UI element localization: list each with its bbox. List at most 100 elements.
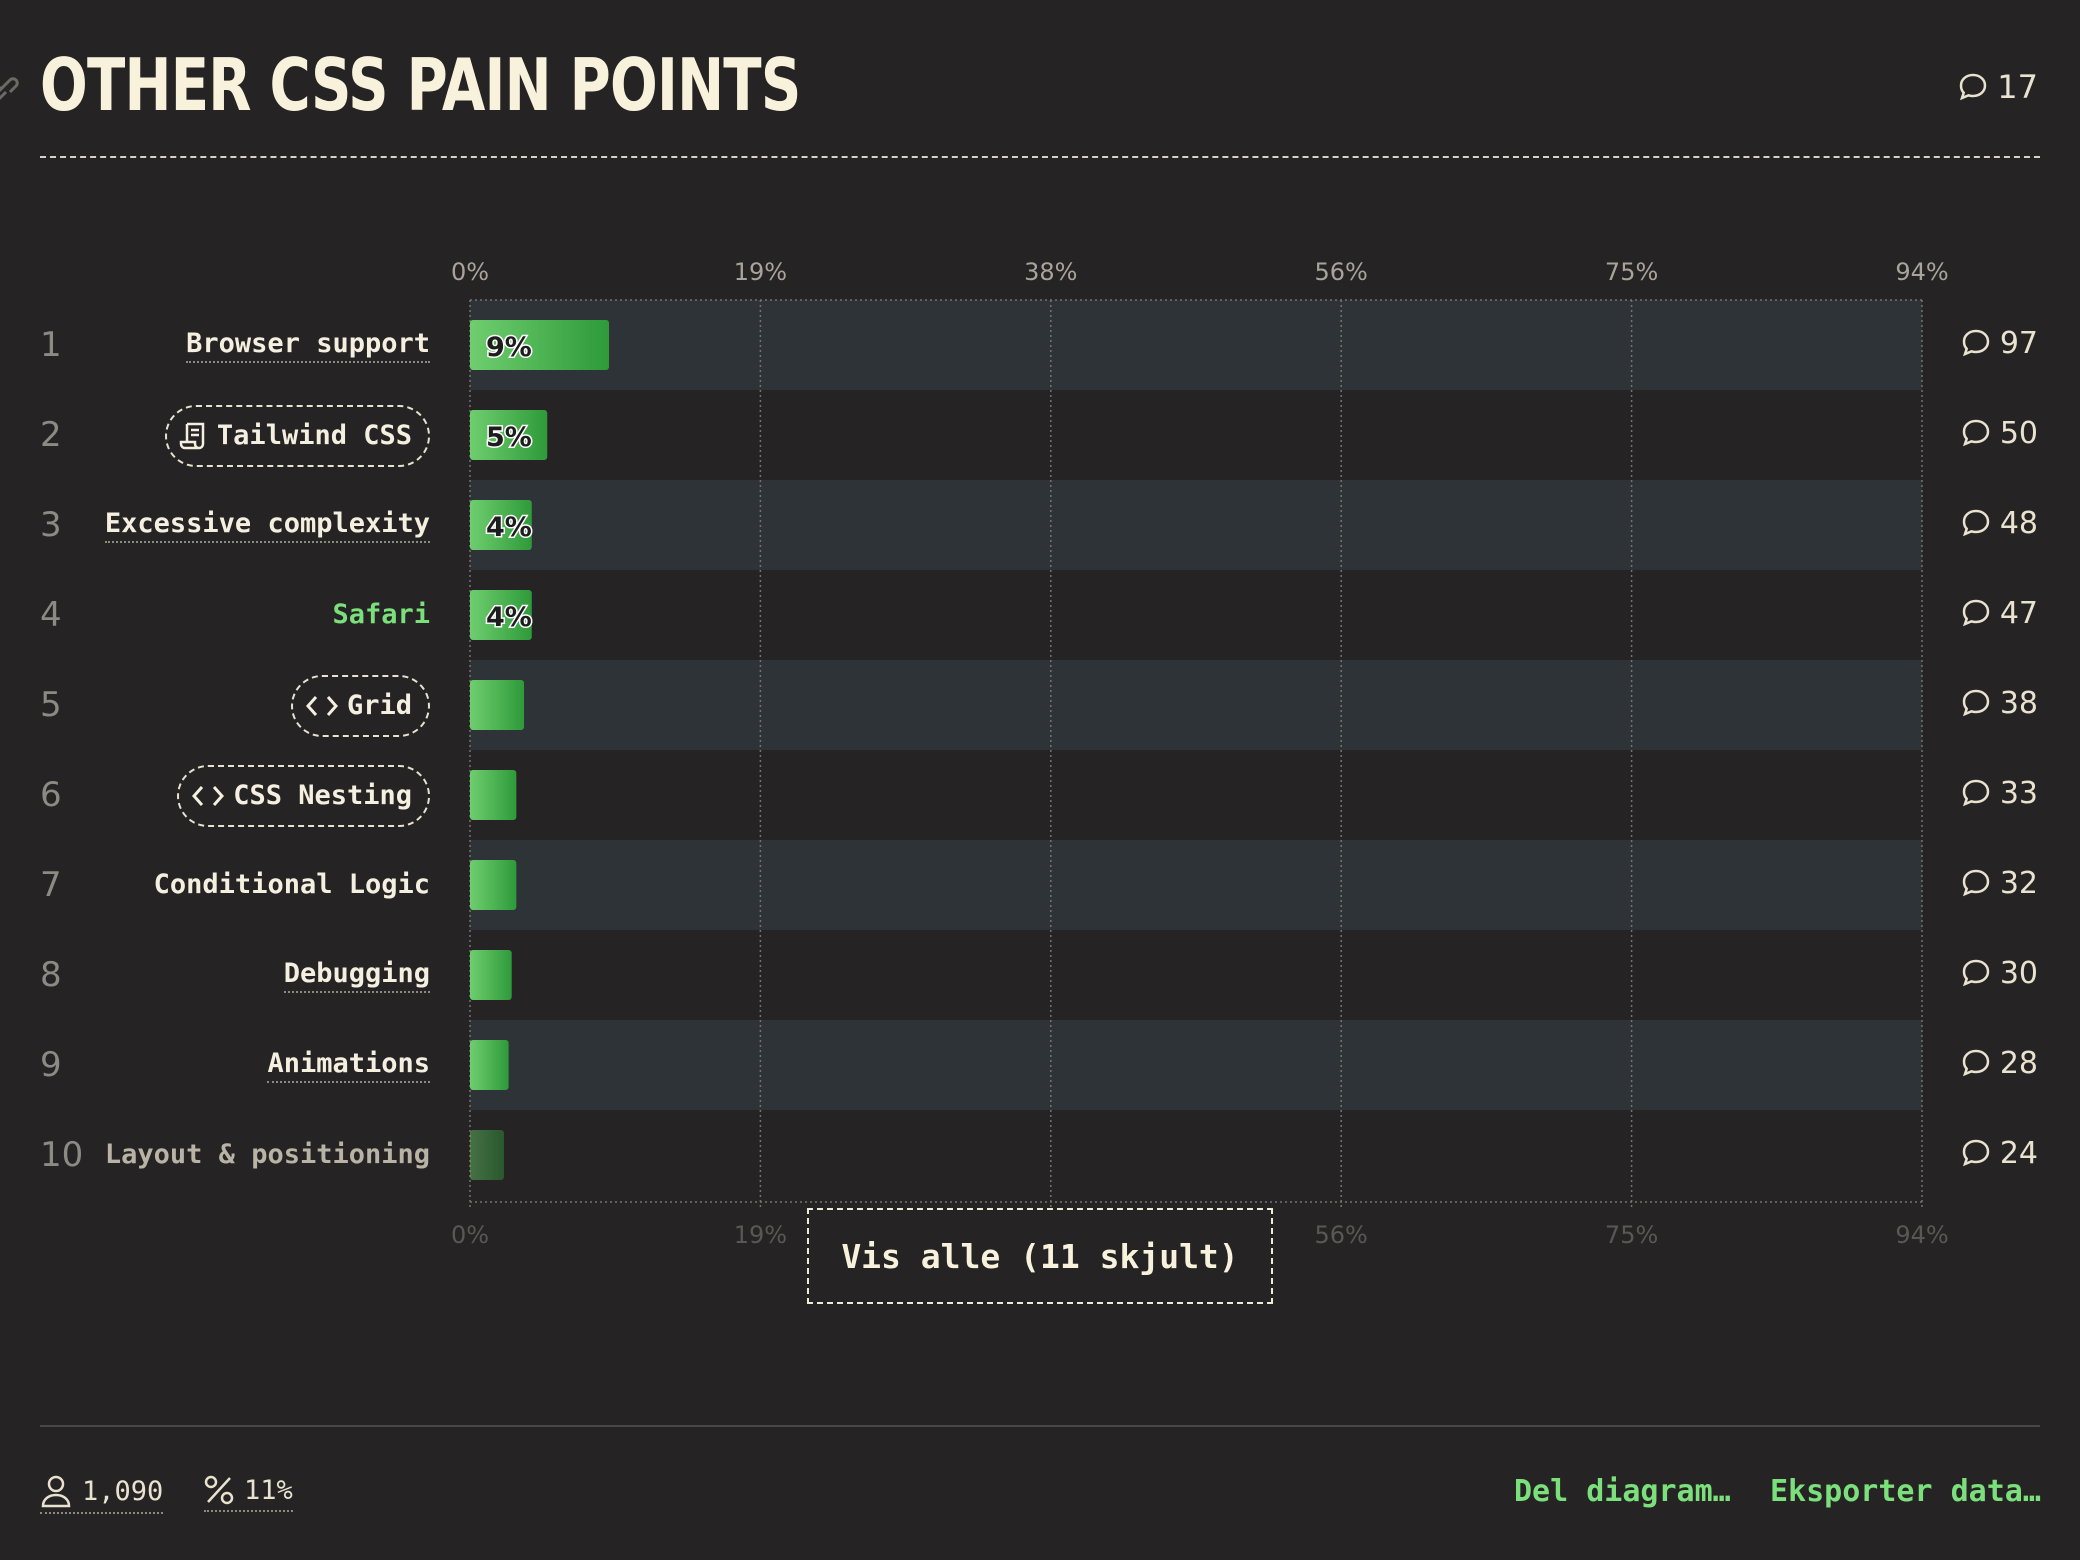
- comment-icon: [1962, 419, 1990, 447]
- code-icon: [305, 696, 338, 716]
- footer-divider: [40, 1425, 2040, 1427]
- row-comment-count: 32: [1999, 865, 2038, 901]
- share-chart-link[interactable]: Del diagram…: [1514, 1474, 1731, 1509]
- row-comment-count: 28: [1999, 1045, 2038, 1081]
- bar: [470, 680, 525, 730]
- x-tick-label-top: 0%: [451, 258, 489, 286]
- row-comment-count: 97: [1999, 325, 2038, 361]
- row-comments-button[interactable]: 30: [1960, 953, 2038, 993]
- row-stripe: [470, 300, 1922, 390]
- bar: [470, 950, 512, 1000]
- bar: [470, 320, 610, 370]
- comment-icon: [1960, 73, 1987, 101]
- percent-stat[interactable]: 11%: [204, 1474, 293, 1512]
- comment-icon: [1962, 509, 1990, 537]
- row-label[interactable]: Tailwind CSS: [164, 405, 430, 467]
- row-comments-button[interactable]: 33: [1960, 773, 2038, 813]
- row-comments-button[interactable]: 97: [1960, 323, 2038, 363]
- page-title: OTHER CSS PAIN POINTS: [40, 43, 801, 127]
- row-rank: 3: [40, 505, 62, 545]
- row-comment-count: 48: [1999, 505, 2038, 541]
- row-comments-button[interactable]: 24: [1960, 1133, 2038, 1173]
- row-stripe: [470, 480, 1922, 570]
- row-label-text: Safari: [332, 598, 430, 630]
- row-label-text: CSS Nesting: [233, 779, 412, 811]
- show-all-button[interactable]: Vis alle (11 skjult): [807, 1208, 1273, 1304]
- row-comments-button[interactable]: 38: [1960, 683, 2038, 723]
- x-tick-label-bottom: 94%: [1895, 1221, 1948, 1249]
- header-divider: [40, 156, 2040, 158]
- comment-icon: [1962, 869, 1990, 897]
- comment-icon: [1962, 1049, 1990, 1077]
- row-comment-count: 50: [1999, 415, 2038, 451]
- comment-icon: [1962, 959, 1990, 987]
- row-comment-count: 47: [1999, 595, 2038, 631]
- row-label[interactable]: Browser support: [186, 325, 430, 365]
- x-tick-label-bottom: 75%: [1605, 1221, 1658, 1249]
- row-stripe: [470, 1020, 1922, 1110]
- code-icon: [192, 786, 225, 806]
- link-icon[interactable]: [0, 74, 20, 104]
- bar: [470, 1040, 509, 1090]
- bar: [470, 770, 517, 820]
- row-label: Conditional Logic: [154, 865, 430, 905]
- row-label-text: Excessive complexity: [104, 508, 430, 543]
- row-label-text: Layout & positioning: [104, 1138, 430, 1170]
- x-tick-label-bottom: 19%: [734, 1221, 787, 1249]
- row-label-text: Browser support: [186, 328, 430, 363]
- export-data-link[interactable]: Eksporter data…: [1770, 1474, 2041, 1509]
- x-tick-label-top: 56%: [1315, 258, 1368, 286]
- row-label[interactable]: Grid: [290, 675, 430, 737]
- row-comments-button[interactable]: 28: [1960, 1043, 2038, 1083]
- row-label-text: Tailwind CSS: [216, 419, 412, 451]
- percent-value: 11%: [244, 1474, 293, 1506]
- user-icon: [41, 1475, 71, 1508]
- row-rank: 6: [40, 775, 62, 815]
- row-rank: 1: [40, 325, 62, 365]
- row-label-text: Animations: [267, 1048, 430, 1083]
- comment-count: 17: [1997, 68, 2038, 106]
- respondents-count: 1,090: [82, 1475, 164, 1507]
- bar-value-label: 9%: [486, 332, 532, 363]
- row-comments-button[interactable]: 48: [1960, 503, 2038, 543]
- respondents-stat[interactable]: 1,090: [40, 1474, 164, 1514]
- row-rank: 7: [40, 865, 62, 905]
- row-label[interactable]: CSS Nesting: [177, 765, 430, 827]
- bar: [470, 1130, 504, 1180]
- row-label: Layout & positioning: [105, 1135, 430, 1175]
- row-stripe: [470, 840, 1922, 930]
- row-stripe: [470, 660, 1922, 750]
- comment-icon: [1962, 599, 1990, 627]
- x-tick-label-top: 75%: [1605, 258, 1658, 286]
- bar-value-label: 4%: [486, 512, 532, 543]
- bar-value-label: 4%: [486, 602, 532, 633]
- comment-icon: [1962, 329, 1990, 357]
- bar-chart: 0%0%19%19%38%38%56%56%75%75%94%94%9%5%4%…: [451, 258, 1949, 1249]
- x-tick-label-bottom: 0%: [451, 1221, 489, 1249]
- row-rank: 10: [40, 1135, 84, 1175]
- percent-icon: [204, 1475, 234, 1505]
- row-label-text: Grid: [346, 689, 412, 721]
- row-comment-count: 24: [1999, 1135, 2038, 1171]
- chart-comments-button[interactable]: 17: [1957, 68, 2038, 106]
- bar: [470, 500, 532, 550]
- comment-icon: [1962, 779, 1990, 807]
- x-tick-label-top: 19%: [734, 258, 787, 286]
- row-comment-count: 33: [1999, 775, 2038, 811]
- row-label[interactable]: Excessive complexity: [104, 505, 430, 545]
- row-comments-button[interactable]: 32: [1960, 863, 2038, 903]
- row-label-text: Debugging: [283, 958, 430, 993]
- comment-icon: [1962, 1139, 1990, 1167]
- comment-icon: [1962, 689, 1990, 717]
- row-comments-button[interactable]: 47: [1960, 593, 2038, 633]
- row-label[interactable]: Safari: [332, 595, 430, 635]
- row-comments-button[interactable]: 50: [1960, 413, 2038, 453]
- bar: [470, 410, 548, 460]
- row-rank: 4: [40, 595, 62, 635]
- row-label[interactable]: Debugging: [283, 955, 430, 995]
- row-comment-count: 38: [1999, 685, 2038, 721]
- row-rank: 9: [40, 1045, 62, 1085]
- scroll-icon: [179, 422, 205, 450]
- row-label[interactable]: Animations: [267, 1045, 430, 1085]
- bar-value-label: 5%: [486, 422, 532, 453]
